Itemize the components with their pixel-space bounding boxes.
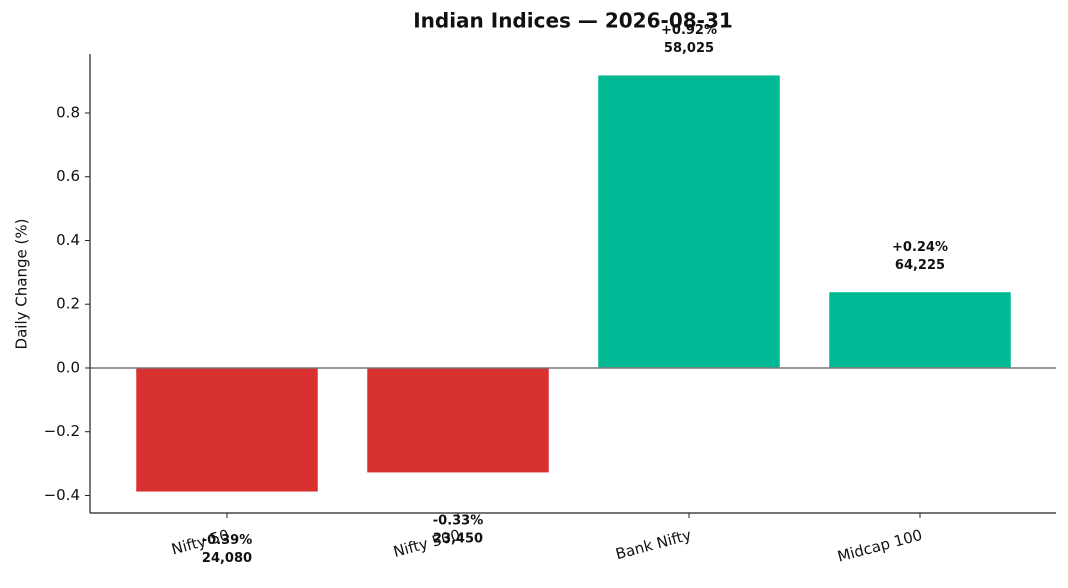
value-label: -0.39%	[202, 533, 253, 548]
value-label: +0.92%	[661, 23, 717, 38]
bar	[596, 73, 782, 369]
value-label: -0.33%	[433, 514, 484, 529]
chart-title: Indian Indices — 2026-08-31	[413, 9, 733, 33]
y-tick-label: 0.8	[56, 103, 80, 121]
y-tick-label: 0.0	[56, 358, 80, 376]
y-tick-label: −0.4	[44, 486, 80, 504]
x-tick-label: Midcap 100	[836, 526, 925, 566]
y-tick-label: 0.4	[56, 231, 80, 249]
value-label: +0.24%	[892, 240, 948, 255]
bar	[827, 290, 1013, 369]
y-tick-label: 0.6	[56, 167, 80, 185]
level-label: 64,225	[895, 258, 945, 273]
level-label: 23,450	[433, 532, 483, 547]
y-axis-label: Daily Change (%)	[13, 219, 31, 350]
x-tick-label: Bank Nifty	[614, 526, 694, 564]
level-label: 58,025	[664, 41, 714, 56]
level-label: 24,080	[202, 551, 252, 566]
bar	[365, 367, 551, 474]
y-tick-label: 0.2	[56, 295, 80, 313]
bar	[134, 367, 320, 494]
y-tick-label: −0.2	[44, 422, 80, 440]
